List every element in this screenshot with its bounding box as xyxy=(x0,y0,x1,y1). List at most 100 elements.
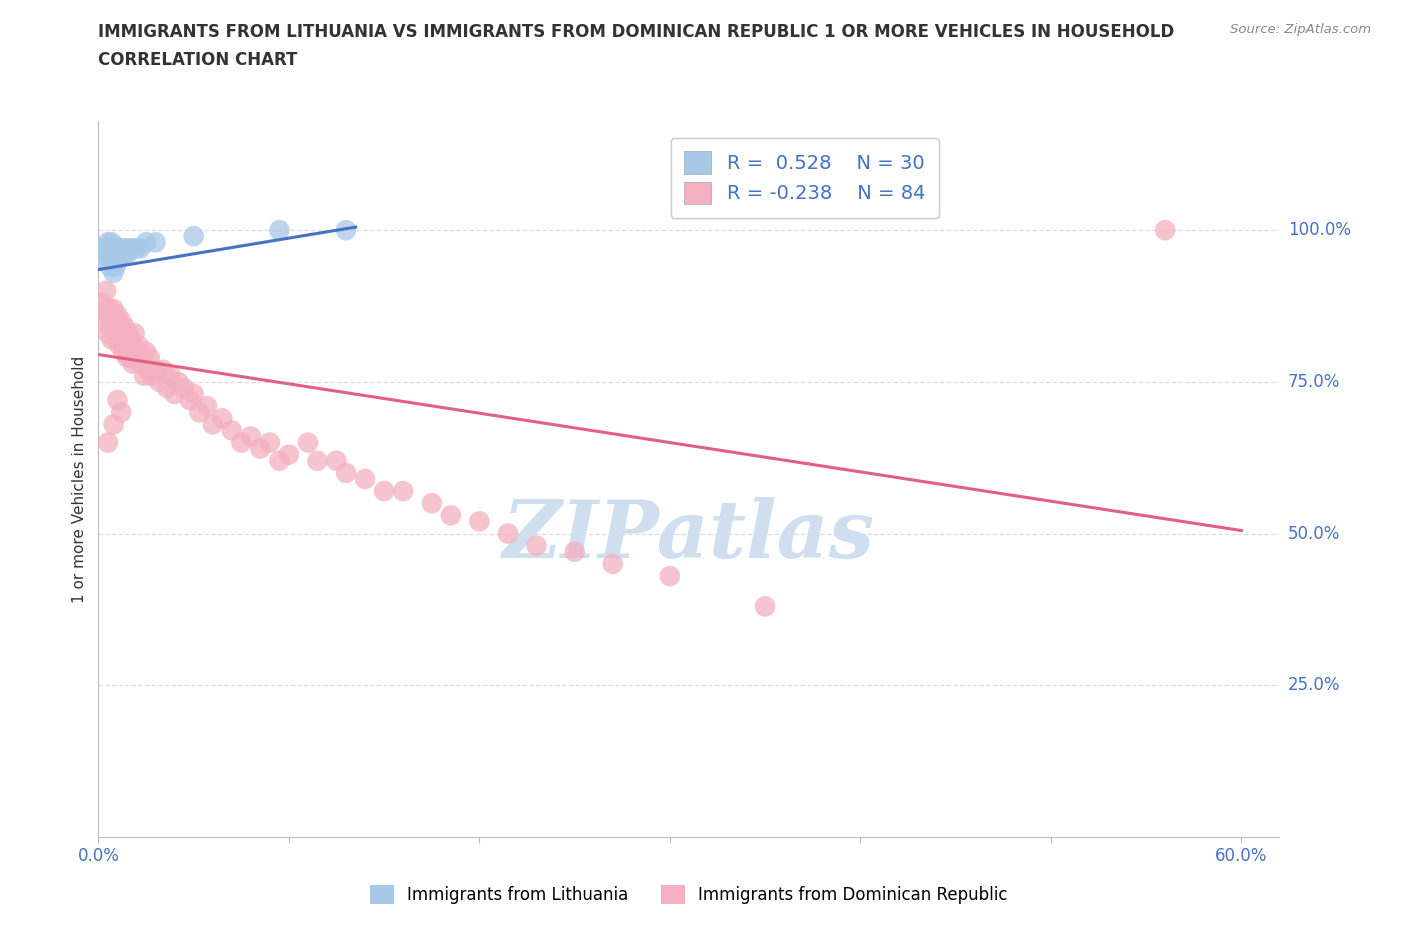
Point xyxy=(179,392,201,407)
Point xyxy=(564,544,586,559)
Point xyxy=(93,247,115,262)
Point xyxy=(108,247,131,262)
Point xyxy=(231,435,253,450)
Point xyxy=(97,308,120,323)
Point xyxy=(183,387,205,402)
Point xyxy=(125,344,148,359)
Y-axis label: 1 or more Vehicles in Household: 1 or more Vehicles in Household xyxy=(72,355,87,603)
Point xyxy=(307,453,329,468)
Point xyxy=(152,363,174,378)
Text: 100.0%: 100.0% xyxy=(1288,221,1351,239)
Point xyxy=(468,514,491,529)
Point xyxy=(110,241,132,256)
Point xyxy=(98,241,121,256)
Point xyxy=(91,296,114,311)
Point xyxy=(112,326,135,340)
Point xyxy=(103,417,125,432)
Point xyxy=(108,320,131,335)
Point xyxy=(112,344,135,359)
Point xyxy=(107,326,129,340)
Point xyxy=(1154,222,1177,237)
Point xyxy=(335,465,357,480)
Point xyxy=(373,484,395,498)
Point xyxy=(277,447,299,462)
Point xyxy=(107,241,129,256)
Point xyxy=(103,265,125,280)
Point xyxy=(526,538,548,553)
Point xyxy=(173,380,195,395)
Point xyxy=(110,313,132,328)
Point xyxy=(239,429,262,444)
Point xyxy=(496,526,519,541)
Point xyxy=(129,356,152,371)
Point xyxy=(104,259,127,274)
Point xyxy=(121,241,143,256)
Point xyxy=(269,222,291,237)
Point xyxy=(107,392,129,407)
Point xyxy=(107,253,129,268)
Point xyxy=(104,247,127,262)
Point xyxy=(141,368,163,383)
Point xyxy=(115,332,138,347)
Point xyxy=(94,284,117,299)
Point xyxy=(124,326,146,340)
Point xyxy=(120,350,142,365)
Text: CORRELATION CHART: CORRELATION CHART xyxy=(98,51,298,69)
Point xyxy=(135,235,157,250)
Point xyxy=(108,338,131,352)
Point xyxy=(94,301,117,316)
Point xyxy=(120,332,142,347)
Point xyxy=(354,472,377,486)
Point xyxy=(134,368,156,383)
Point xyxy=(98,320,121,335)
Text: 50.0%: 50.0% xyxy=(1288,525,1340,542)
Text: 25.0%: 25.0% xyxy=(1288,676,1340,695)
Point xyxy=(114,320,136,335)
Point xyxy=(121,356,143,371)
Point xyxy=(97,326,120,340)
Point xyxy=(136,363,159,378)
Point xyxy=(259,435,281,450)
Point xyxy=(249,441,271,456)
Point xyxy=(121,338,143,352)
Point xyxy=(602,556,624,571)
Point xyxy=(115,350,138,365)
Point xyxy=(188,405,211,419)
Point xyxy=(754,599,776,614)
Point xyxy=(148,375,170,390)
Point xyxy=(658,568,681,583)
Point xyxy=(135,344,157,359)
Point xyxy=(94,253,117,268)
Point xyxy=(112,247,135,262)
Point xyxy=(97,235,120,250)
Point xyxy=(98,259,121,274)
Point xyxy=(103,301,125,316)
Point xyxy=(118,344,141,359)
Point xyxy=(104,313,127,328)
Point xyxy=(195,399,218,414)
Point xyxy=(269,453,291,468)
Point xyxy=(167,375,190,390)
Point xyxy=(110,332,132,347)
Legend: Immigrants from Lithuania, Immigrants from Dominican Republic: Immigrants from Lithuania, Immigrants fr… xyxy=(361,876,1017,912)
Point xyxy=(100,313,122,328)
Point xyxy=(297,435,319,450)
Point xyxy=(335,222,357,237)
Point xyxy=(97,435,120,450)
Point xyxy=(139,350,162,365)
Point xyxy=(103,241,125,256)
Point xyxy=(93,313,115,328)
Point xyxy=(97,247,120,262)
Text: ZIPatlas: ZIPatlas xyxy=(503,498,875,575)
Point xyxy=(118,326,141,340)
Text: 75.0%: 75.0% xyxy=(1288,373,1340,391)
Point xyxy=(211,411,233,426)
Point xyxy=(110,405,132,419)
Point xyxy=(183,229,205,244)
Point xyxy=(115,247,138,262)
Point xyxy=(100,235,122,250)
Point xyxy=(420,496,443,511)
Point xyxy=(163,387,186,402)
Point xyxy=(100,332,122,347)
Point xyxy=(156,380,179,395)
